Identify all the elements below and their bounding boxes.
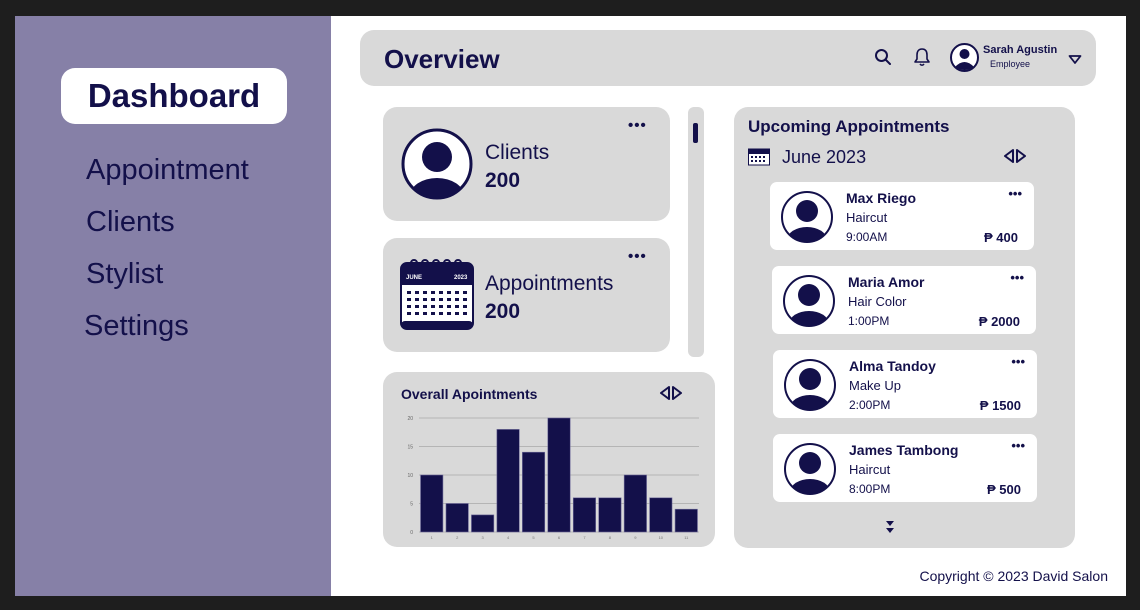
bar-2 (445, 503, 469, 533)
x-tick-label: 9 (634, 535, 637, 540)
appointments-value: 200 (485, 300, 521, 323)
x-tick-label: 3 (482, 535, 485, 540)
appointment-time: 1:00PM (848, 314, 890, 328)
more-icon[interactable]: ••• (1010, 270, 1024, 285)
user-icon (780, 190, 834, 249)
calendar-month-text: JUNE (406, 275, 422, 281)
y-tick-label: 20 (407, 416, 413, 422)
more-icon[interactable]: ••• (1011, 354, 1025, 369)
sidebar-item-stylist[interactable]: Stylist (86, 258, 164, 290)
chart-title: Overall Apointments (401, 386, 538, 402)
appointment-price: ₱ 500 (987, 482, 1021, 497)
bar-chart: 0 5 10 15 20 1 2 3 4 5 6 7 8 9 10 11 (407, 416, 699, 540)
bar-9 (623, 474, 647, 533)
user-role: Employee (990, 59, 1031, 69)
chevron-down-icon[interactable] (1068, 52, 1082, 70)
service-name: Haircut (846, 210, 888, 225)
appointments-stat-card[interactable]: ••• JUNE 2023 Appointments 200 (383, 238, 670, 352)
sidebar-item-appointment[interactable]: Appointment (86, 154, 249, 186)
bar-5 (522, 451, 546, 533)
bar-1 (420, 474, 444, 533)
appointment-time: 2:00PM (849, 398, 891, 412)
appointment-card[interactable]: Maria Amor Hair Color 1:00PM ₱ 2000 ••• (772, 266, 1036, 334)
calendar-year-text: 2023 (454, 275, 468, 281)
user-icon (400, 127, 474, 206)
bar-7 (572, 497, 596, 533)
footer-copyright: Copyright © 2023 David Salon (919, 568, 1108, 584)
sidebar-item-settings[interactable]: Settings (84, 310, 189, 342)
appointment-card[interactable]: Alma Tandoy Make Up 2:00PM ₱ 1500 ••• (773, 350, 1037, 418)
x-tick-label: 1 (431, 535, 434, 540)
calendar-icon (748, 148, 770, 171)
upcoming-title: Upcoming Appointments (748, 117, 950, 136)
service-name: Hair Color (848, 294, 907, 309)
calendar-icon: JUNE 2023 (400, 259, 474, 336)
appointment-price: ₱ 2000 (978, 314, 1020, 329)
service-name: Haircut (849, 462, 891, 477)
user-name: Sarah Agustin (983, 44, 1058, 56)
client-name: Max Riego (846, 190, 917, 206)
overall-appointments-card: Overall Apointments 0 5 10 15 20 1 2 3 4 5 6 7 8 9 10 1… (383, 372, 715, 547)
avatar[interactable] (950, 43, 979, 77)
bar-3 (471, 514, 495, 533)
more-icon[interactable]: ••• (1011, 438, 1025, 453)
x-tick-label: 6 (558, 535, 561, 540)
sidebar-item-dashboard[interactable]: Dashboard (61, 68, 287, 124)
user-icon (783, 442, 837, 501)
page-title: Overview (384, 44, 500, 74)
more-icon[interactable]: ••• (628, 248, 647, 265)
bar-10 (649, 497, 673, 533)
y-tick-label: 5 (410, 502, 413, 508)
x-tick-label: 8 (609, 535, 612, 540)
prev-next-arrows-icon[interactable] (659, 386, 683, 405)
appointment-time: 9:00AM (846, 230, 888, 244)
more-icon[interactable]: ••• (628, 117, 647, 134)
bar-6 (547, 417, 571, 533)
y-tick-label: 10 (407, 473, 413, 479)
x-tick-label: 7 (583, 535, 586, 540)
header-bar: Overview Sarah Agustin Employee (360, 30, 1096, 86)
y-tick-label: 0 (410, 530, 413, 536)
appointment-time: 8:00PM (849, 482, 891, 496)
y-tick-label: 15 (407, 445, 413, 451)
bell-icon[interactable] (913, 47, 931, 72)
sidebar: Dashboard Appointment Clients Stylist Se… (15, 16, 331, 596)
month-label: June 2023 (782, 147, 867, 167)
sidebar-item-clients[interactable]: Clients (86, 206, 175, 238)
appointments-label: Appointments (485, 272, 614, 295)
prev-next-arrows-icon[interactable] (1003, 149, 1027, 168)
x-tick-label: 2 (456, 535, 459, 540)
appointment-card[interactable]: Max Riego Haircut 9:00AM ₱ 400 ••• (770, 182, 1034, 250)
appointment-card[interactable]: James Tambong Haircut 8:00PM ₱ 500 ••• (773, 434, 1037, 502)
app-frame: Dashboard Appointment Clients Stylist Se… (15, 16, 1126, 596)
appointment-price: ₱ 400 (984, 230, 1018, 245)
service-name: Make Up (849, 378, 902, 393)
clients-value: 200 (485, 169, 521, 192)
user-icon (783, 358, 837, 417)
x-tick-label: 5 (532, 535, 535, 540)
bar-11 (674, 508, 698, 533)
appointment-price: ₱ 1500 (979, 398, 1021, 413)
bar-4 (496, 429, 520, 533)
client-name: James Tambong (849, 442, 959, 458)
more-icon[interactable]: ••• (1008, 186, 1022, 201)
x-tick-label: 4 (507, 535, 510, 540)
search-icon[interactable] (874, 48, 892, 71)
client-name: Alma Tandoy (849, 358, 936, 374)
x-tick-label: 10 (659, 535, 664, 540)
upcoming-appointments-panel: Upcoming Appointments June 2023 Max Rieg… (734, 107, 1075, 548)
clients-stat-card[interactable]: ••• Clients 200 (383, 107, 670, 221)
clients-label: Clients (485, 141, 550, 164)
scrollbar[interactable] (688, 107, 704, 357)
x-tick-label: 11 (684, 535, 689, 540)
bar-8 (598, 497, 622, 533)
client-name: Maria Amor (848, 274, 925, 290)
double-chevron-down-icon[interactable] (885, 520, 895, 539)
user-icon (782, 274, 836, 333)
scrollbar-thumb[interactable] (693, 123, 698, 143)
